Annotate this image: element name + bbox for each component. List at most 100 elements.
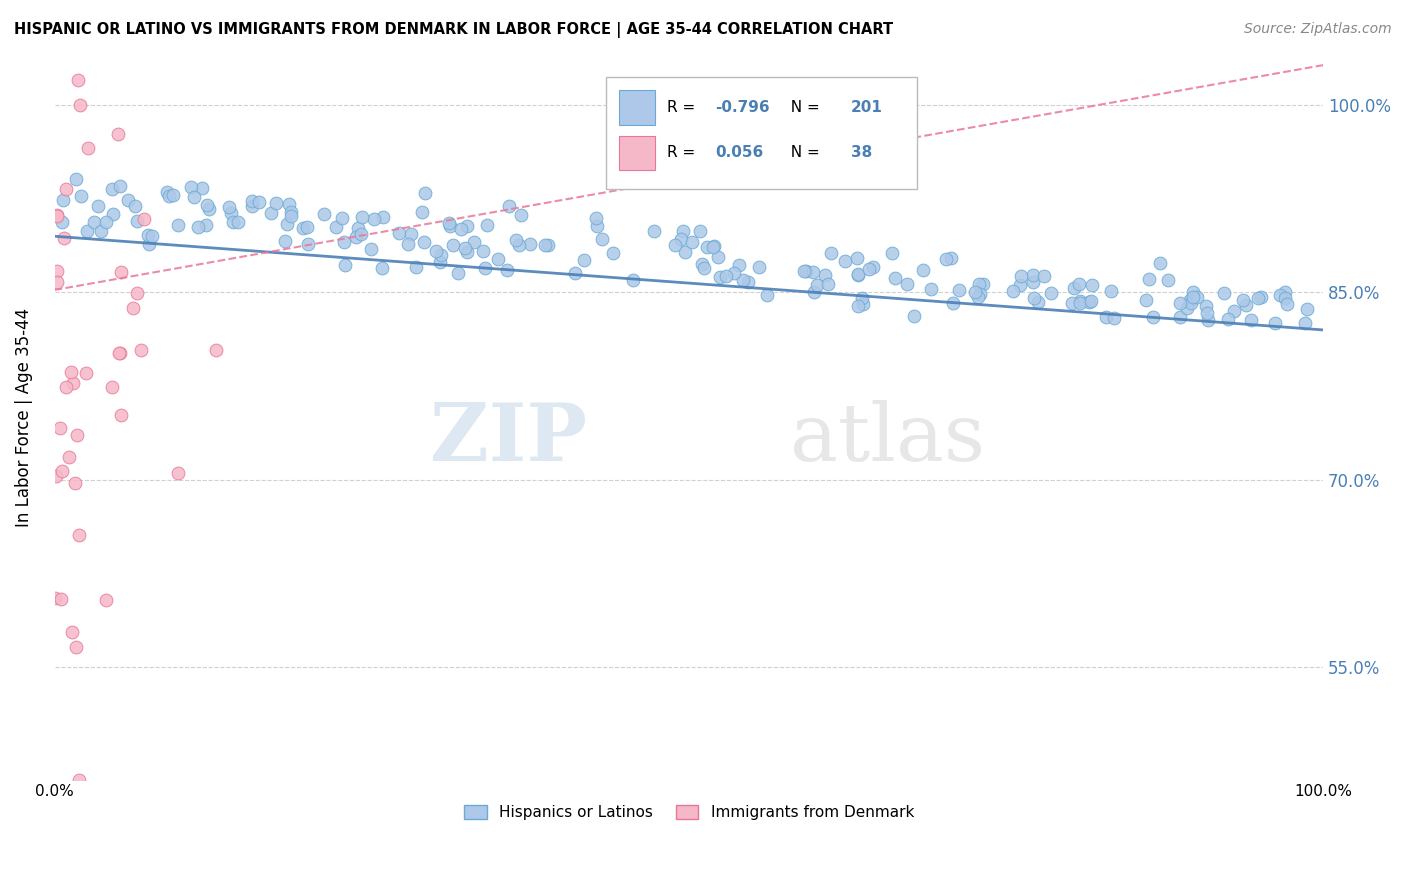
Point [1277, 296, 1299, 310]
Point [1294, 317, 1316, 331]
Point [276, 217, 298, 231]
Point [52, 193, 75, 207]
Point [1156, 273, 1178, 287]
Point [1178, 293, 1201, 308]
Point [471, 244, 494, 258]
Point [858, 262, 880, 277]
Point [429, 255, 451, 269]
Point [332, 235, 354, 249]
Point [138, 228, 160, 243]
Point [295, 219, 318, 234]
Point [190, 181, 212, 195]
Point [862, 260, 884, 274]
Point [803, 285, 825, 300]
Point [967, 289, 990, 303]
Point [107, 127, 129, 141]
Point [110, 408, 132, 422]
Point [706, 251, 728, 265]
Point [110, 264, 132, 278]
Point [969, 286, 991, 301]
Point [1216, 312, 1239, 326]
Point [45, 264, 67, 278]
Point [67, 772, 90, 787]
Point [920, 283, 942, 297]
Point [1168, 295, 1191, 310]
Point [312, 207, 335, 221]
Point [333, 258, 356, 272]
Point [1149, 256, 1171, 270]
Point [692, 257, 714, 271]
Point [727, 258, 749, 272]
Point [1142, 310, 1164, 325]
Point [138, 237, 160, 252]
Point [1080, 294, 1102, 309]
Point [602, 246, 624, 260]
Point [292, 220, 315, 235]
Point [1010, 268, 1032, 283]
Point [44, 591, 66, 606]
Point [441, 237, 464, 252]
Point [65, 640, 87, 655]
Point [1232, 293, 1254, 307]
Point [371, 210, 394, 224]
Point [437, 216, 460, 230]
Text: N =: N = [782, 145, 825, 161]
Text: Source: ZipAtlas.com: Source: ZipAtlas.com [1244, 22, 1392, 37]
Point [195, 218, 218, 232]
Text: atlas: atlas [790, 401, 986, 478]
Point [222, 215, 245, 229]
Point [1081, 277, 1104, 292]
Text: -0.796: -0.796 [716, 100, 770, 115]
Point [585, 211, 607, 226]
Point [124, 199, 146, 213]
Point [969, 277, 991, 292]
Point [425, 244, 447, 259]
Point [621, 273, 644, 287]
Point [1264, 316, 1286, 330]
Point [709, 269, 731, 284]
Point [1002, 284, 1025, 298]
Point [101, 182, 124, 196]
Point [1197, 312, 1219, 326]
Point [1102, 311, 1125, 326]
Point [167, 466, 190, 480]
Point [702, 240, 724, 254]
Point [350, 227, 373, 241]
Point [278, 196, 301, 211]
Text: 38: 38 [851, 145, 873, 161]
Point [55, 182, 77, 196]
Point [94, 592, 117, 607]
Point [1274, 285, 1296, 299]
Point [669, 232, 692, 246]
Point [456, 245, 478, 260]
Point [108, 179, 131, 194]
Text: N =: N = [782, 100, 825, 115]
Point [1240, 313, 1263, 327]
Point [896, 277, 918, 292]
Point [536, 238, 558, 252]
Point [1181, 290, 1204, 304]
Point [1062, 296, 1084, 310]
Point [103, 206, 125, 220]
Point [363, 212, 385, 227]
Point [96, 215, 118, 229]
Point [221, 205, 243, 219]
Point [748, 260, 770, 275]
Point [371, 261, 394, 276]
Point [1032, 268, 1054, 283]
Point [1099, 284, 1122, 298]
Point [447, 266, 470, 280]
Point [820, 246, 842, 260]
Point [1139, 271, 1161, 285]
Point [218, 200, 240, 214]
Point [903, 309, 925, 323]
Point [1195, 300, 1218, 314]
Point [51, 464, 73, 478]
Point [1067, 277, 1090, 292]
Point [247, 194, 270, 209]
Point [59, 365, 82, 379]
Point [125, 214, 148, 228]
Point [801, 265, 824, 279]
Point [1135, 293, 1157, 307]
Point [60, 625, 83, 640]
